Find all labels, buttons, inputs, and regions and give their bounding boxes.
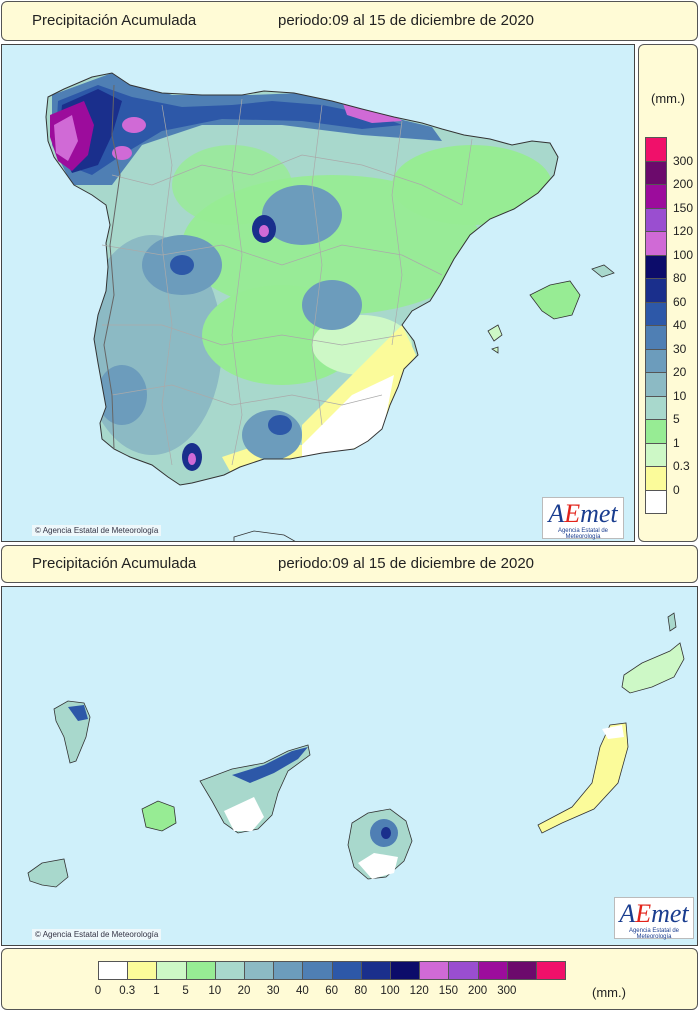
legend-label: 0.3 — [119, 985, 136, 997]
legend-label: 300 — [497, 985, 517, 997]
legend-label: 200 — [673, 177, 694, 191]
africa-coast — [233, 530, 296, 541]
legend-label: 10 — [673, 388, 687, 403]
legend-label: 30 — [266, 985, 280, 997]
legend-label: 40 — [673, 318, 687, 332]
legend-swatch — [645, 372, 667, 397]
menorca — [591, 264, 615, 278]
legend-swatch — [645, 184, 667, 209]
legend-label: 10 — [208, 985, 222, 997]
legend-swatch — [127, 961, 158, 980]
canarias-period-label: periodo:09 al 15 de diciembre de 2020 — [278, 555, 535, 572]
legend-label: 5 — [182, 985, 189, 997]
legend-swatch — [645, 231, 667, 256]
legend-swatch — [645, 419, 667, 444]
la-graciosa — [667, 612, 677, 632]
canarias-copyright-notice: © Agencia Estatal de Meteorología — [32, 929, 162, 940]
legend-swatch — [645, 348, 667, 373]
legend-swatch — [448, 961, 479, 980]
legend-label: 40 — [295, 985, 309, 997]
legend-swatch — [645, 207, 667, 232]
aemet-logo: AEmet Agencia Estatal de Meteorología — [542, 497, 624, 540]
legend-swatch — [244, 961, 275, 980]
formentera — [491, 346, 499, 354]
horizontal-legend-unit: (mm.) — [592, 985, 626, 1000]
legend-swatch — [419, 961, 450, 980]
legend-swatch — [645, 301, 667, 326]
canarias-map-title: Precipitación Acumulada — [32, 555, 197, 572]
legend-label: 20 — [673, 365, 687, 379]
copyright-icon: © — [35, 930, 41, 939]
legend-label: 150 — [438, 985, 458, 997]
legend-swatch — [645, 160, 667, 185]
legend-label: 30 — [673, 341, 687, 356]
legend-unit: (mm.) — [651, 91, 685, 106]
legend-label: 0.3 — [673, 459, 690, 473]
legend-swatch — [214, 961, 245, 980]
legend-swatch — [536, 961, 567, 980]
canarias-map: © Agencia Estatal de Meteorología AEmet … — [1, 586, 698, 946]
legend-swatch — [645, 442, 667, 467]
canarias-aemet-logo: AEmet Agencia Estatal de Meteorología — [614, 897, 694, 940]
legend-label: 5 — [673, 412, 680, 426]
copyright-icon: © — [35, 526, 41, 535]
legend-label: 80 — [673, 271, 687, 285]
legend-swatch — [645, 395, 667, 420]
legend-swatch — [156, 961, 187, 980]
legend-swatch — [360, 961, 391, 980]
legend-swatch — [645, 489, 667, 514]
legend-swatch — [98, 961, 129, 980]
peninsula-map-svg — [45, 72, 615, 541]
top-title-bar: Precipitación Acumulada periodo:09 al 15… — [1, 1, 698, 41]
legend-label: 100 — [673, 247, 694, 262]
legend-label: 20 — [237, 985, 251, 997]
legend-label: 150 — [673, 200, 694, 215]
legend-swatch — [645, 254, 667, 279]
legend-swatch — [506, 961, 537, 980]
horizontal-legend: 0 0.3 1 5 10 20 30 40 60 80 100 120 150 200 300 (mm.) — [1, 948, 698, 1010]
legend-swatch — [645, 466, 667, 491]
bottom-title-bar: Precipitación Acumulada periodo:09 al 15… — [1, 545, 698, 583]
legend-label: 120 — [673, 224, 694, 238]
legend-label: 120 — [409, 985, 429, 997]
legend-label: 0 — [673, 482, 680, 497]
legend-swatch — [645, 325, 667, 350]
portugal-border — [103, 84, 121, 450]
canarias-map-svg — [27, 612, 685, 888]
legend-swatch — [477, 961, 508, 980]
legend-swatch — [390, 961, 421, 980]
legend-label: 1 — [673, 435, 680, 450]
legend-label: 60 — [325, 985, 338, 997]
legend-label: 0 — [94, 985, 102, 997]
legend-swatch — [302, 961, 333, 980]
legend-label: 200 — [468, 985, 488, 997]
copyright-notice: © Agencia Estatal de Meteorología — [32, 525, 162, 536]
province-borders — [101, 98, 473, 466]
mallorca — [529, 280, 581, 320]
legend-swatch — [645, 137, 667, 162]
legend-swatch — [331, 961, 362, 980]
precip-field — [50, 73, 552, 475]
peninsula-map: © Agencia Estatal de Meteorología AEmet … — [1, 44, 635, 542]
legend-swatch — [645, 278, 667, 303]
map-title: Precipitación Acumulada — [32, 12, 197, 29]
legend-label: 1 — [153, 985, 160, 997]
legend-label: 60 — [673, 294, 687, 309]
vertical-legend: (mm.) 300 200 150 120 100 80 60 40 30 20 10 5 1 0.3 0 — [638, 44, 698, 542]
fuerteventura — [537, 722, 629, 834]
period-label: periodo:09 al 15 de diciembre de 2020 — [278, 12, 535, 29]
ibiza — [487, 324, 503, 342]
el-hierro — [27, 858, 69, 888]
la-gomera — [141, 800, 177, 832]
peninsula-coastline — [45, 72, 559, 486]
legend-label: 100 — [380, 985, 400, 997]
legend-swatch — [185, 961, 216, 980]
legend-label: 300 — [673, 153, 694, 168]
legend-label: 80 — [354, 985, 368, 997]
lanzarote — [621, 642, 685, 694]
legend-swatch — [273, 961, 304, 980]
